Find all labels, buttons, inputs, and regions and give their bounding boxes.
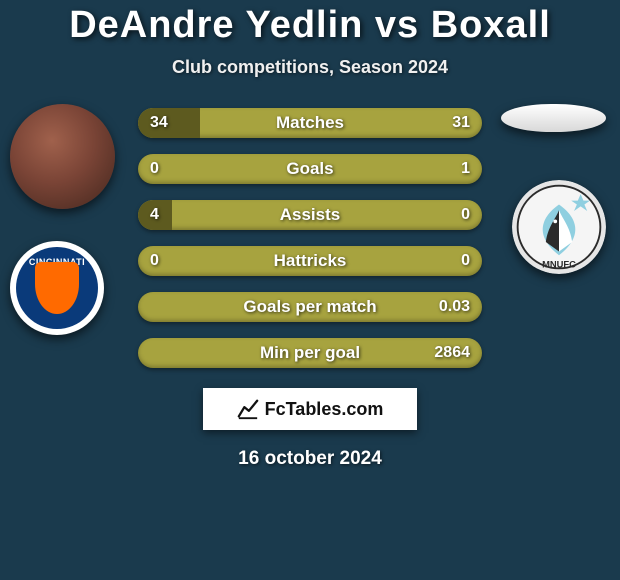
- stat-row-hattricks: 0 Hattricks 0: [138, 246, 482, 276]
- svg-text:MNUFC: MNUFC: [542, 258, 576, 269]
- stat-right-value: 1: [461, 154, 470, 184]
- footer: FcTables.com 16 october 2024: [0, 388, 620, 470]
- stats-panel: 34 Matches 31 0 Goals 1 4 Assists 0: [136, 108, 484, 384]
- stat-right-value: 2864: [434, 338, 470, 368]
- stat-left-value: 34: [150, 108, 168, 138]
- stat-label: Assists: [138, 200, 482, 230]
- club-right-badge: MNUFC: [512, 180, 606, 274]
- stat-left-value: 0: [150, 154, 159, 184]
- site-attribution: FcTables.com: [203, 388, 418, 430]
- club-left-badge: CINCINNATI: [10, 241, 104, 335]
- stat-right-value: 0: [461, 246, 470, 276]
- player-right-avatar: [501, 104, 606, 132]
- chart-icon: [237, 398, 259, 420]
- stat-left-value: 0: [150, 246, 159, 276]
- stat-row-assists: 4 Assists 0: [138, 200, 482, 230]
- stat-row-goals: 0 Goals 1: [138, 154, 482, 184]
- stat-right-value: 0: [461, 200, 470, 230]
- club-right-badge-icon: MNUFC: [512, 180, 606, 274]
- stat-right-value: 31: [452, 108, 470, 138]
- player-left-column: CINCINNATI: [6, 108, 136, 335]
- main-area: CINCINNATI 34 Matches 31 0 Goals 1: [0, 108, 620, 384]
- site-label: FcTables.com: [265, 399, 384, 420]
- stat-right-value: 0.03: [439, 292, 470, 322]
- stat-row-gpm: Goals per match 0.03: [138, 292, 482, 322]
- date-text: 16 october 2024: [0, 448, 620, 470]
- player-right-column: MNUFC: [484, 108, 614, 274]
- comparison-card: DeAndre Yedlin vs Boxall Club competitio…: [0, 0, 620, 470]
- stat-label: Goals: [138, 154, 482, 184]
- stat-label: Goals per match: [138, 292, 482, 322]
- club-left-shield-icon: [35, 262, 79, 314]
- player-left-avatar: [10, 104, 115, 209]
- subtitle: Club competitions, Season 2024: [0, 57, 620, 78]
- stat-bar-left: [138, 108, 200, 138]
- club-left-badge-inner: CINCINNATI: [16, 247, 98, 329]
- page-title: DeAndre Yedlin vs Boxall: [0, 4, 620, 47]
- stat-label: Hattricks: [138, 246, 482, 276]
- stat-left-value: 4: [150, 200, 159, 230]
- stat-row-matches: 34 Matches 31: [138, 108, 482, 138]
- stat-row-mpg: Min per goal 2864: [138, 338, 482, 368]
- stat-label: Min per goal: [138, 338, 482, 368]
